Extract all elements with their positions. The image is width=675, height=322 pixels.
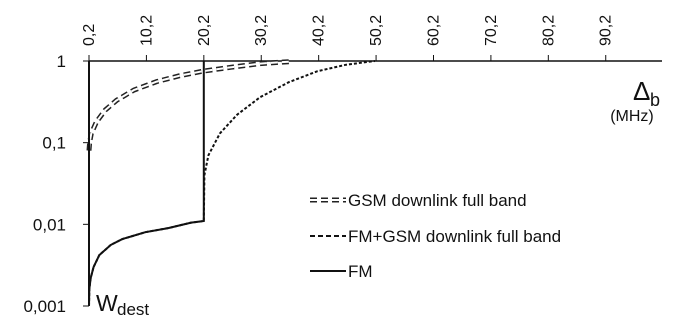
y-tick-label: 0,01 xyxy=(33,215,66,234)
x-tick-label: 70,2 xyxy=(483,15,500,46)
legend-label-gsm: GSM downlink full band xyxy=(348,191,527,210)
legend-item-gsm: GSM downlink full band xyxy=(310,191,527,210)
x-tick-label: 30,2 xyxy=(253,15,270,46)
x-tick-label: 50,2 xyxy=(368,15,385,46)
x-axis-title: Δ b (MHz) xyxy=(610,76,660,125)
legend-item-fm-gsm: FM+GSM downlink full band xyxy=(310,227,561,246)
x-tick-label: 20,2 xyxy=(196,15,213,46)
series-line xyxy=(88,61,205,307)
series-line xyxy=(88,60,376,307)
legend-label-fm: FM xyxy=(348,262,373,281)
legend: GSM downlink full band FM+GSM downlink f… xyxy=(310,191,561,281)
x-axis-label: Δ xyxy=(633,76,650,106)
y-axis-title: W dest xyxy=(96,290,149,319)
series-layer xyxy=(86,59,376,307)
series-line-inner xyxy=(88,60,289,151)
legend-label-fm-gsm: FM+GSM downlink full band xyxy=(348,227,561,246)
series-3 xyxy=(88,61,205,307)
series-2 xyxy=(88,60,376,307)
x-axis-unit: (MHz) xyxy=(610,108,654,125)
x-tick-label: 60,2 xyxy=(425,15,442,46)
y-tick-label: 1 xyxy=(57,52,66,71)
x-tick-label: 10,2 xyxy=(138,15,155,46)
y-tick-label: 0,1 xyxy=(42,134,66,153)
series-line-outer xyxy=(86,59,289,151)
x-tick-label: 80,2 xyxy=(540,15,557,46)
y-axis-label: W xyxy=(96,290,118,316)
series-1 xyxy=(86,59,289,151)
y-tick-label: 0,001 xyxy=(23,297,66,316)
x-tick-label: 0,2 xyxy=(81,24,98,46)
x-tick-label: 40,2 xyxy=(311,15,328,46)
legend-item-fm: FM xyxy=(310,262,373,281)
tick-labels: 0,2 10,2 20,2 30,2 40,2 50,2 60,2 70,2 80,2 90,2 1… xyxy=(23,15,614,316)
y-axis-label-sub: dest xyxy=(117,300,149,319)
x-axis-label-sub: b xyxy=(650,90,660,110)
x-tick-label: 90,2 xyxy=(598,15,615,46)
